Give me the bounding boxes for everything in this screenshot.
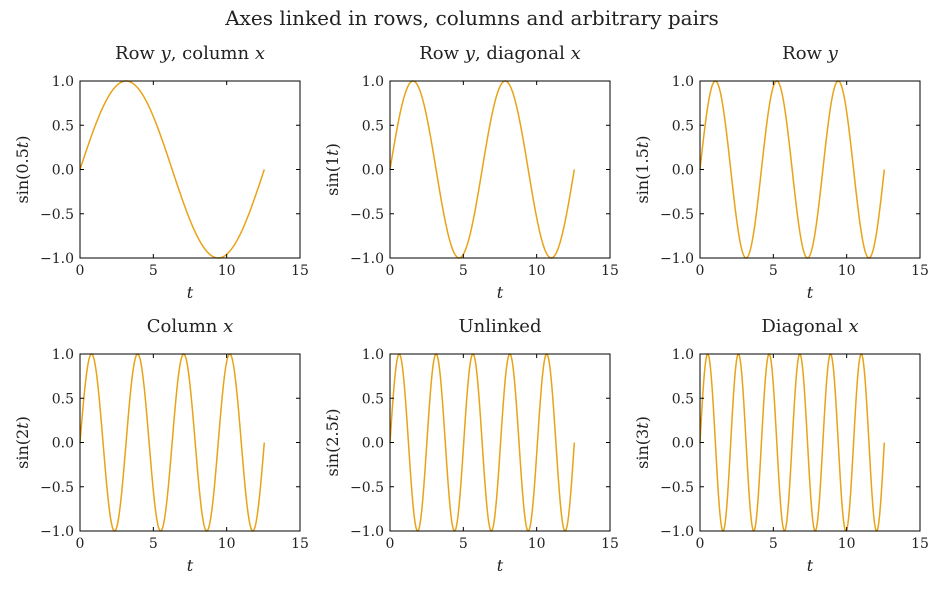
subplot-1: 0 5 10 15 −1.0 −0.5 0.0 0.5 1.0 Row y, column x t s…: [13, 43, 309, 302]
subplot-2: 0 5 10 15 −1.0 −0.5 0.0 0.5 1.0 Row y, diagonal x…: [323, 43, 619, 302]
y-tick-label: 0.0: [52, 436, 74, 452]
x-tick-label: 5: [149, 263, 158, 279]
y-tick-label: −1.0: [660, 251, 694, 267]
y-tick-label: 1.0: [52, 347, 74, 363]
y-tick-label: 1.0: [672, 347, 694, 363]
series-line: [389, 353, 576, 532]
series-line: [699, 353, 886, 532]
series-line: [79, 353, 266, 532]
x-tick-label: 15: [291, 536, 309, 552]
y-tick-label: −1.0: [40, 251, 74, 267]
y-tick-label: −0.5: [40, 480, 74, 496]
x-tick-label: 5: [769, 536, 778, 552]
x-axis-label: t: [497, 283, 504, 302]
x-tick-label: 5: [769, 263, 778, 279]
y-tick-label: 0.5: [672, 391, 694, 407]
y-tick-label: −1.0: [350, 251, 384, 267]
x-axis-label: t: [497, 556, 504, 575]
y-tick-label: −0.5: [350, 480, 384, 496]
subplot-title: Unlinked: [459, 316, 542, 337]
x-tick-label: 15: [601, 536, 619, 552]
y-tick-label: −0.5: [40, 207, 74, 223]
subplot-title: Row y: [782, 43, 839, 64]
x-tick-label: 10: [218, 536, 236, 552]
x-tick-label: 10: [838, 263, 856, 279]
series-line: [79, 80, 266, 259]
y-tick-label: 1.0: [672, 74, 694, 90]
x-tick-label: 15: [911, 263, 929, 279]
subplot-grid: 0 5 10 15 −1.0 −0.5 0.0 0.5 1.0 Row y, column x t s…: [13, 43, 929, 575]
x-tick-label: 0: [696, 536, 705, 552]
x-tick-label: 0: [76, 263, 85, 279]
subplot-4: 0 5 10 15 −1.0 −0.5 0.0 0.5 1.0 Column x t sin(2t): [13, 316, 309, 575]
y-tick-label: −0.5: [350, 207, 384, 223]
plot-frame: [79, 80, 301, 259]
x-axis-label: t: [187, 556, 194, 575]
subplot-3: 0 5 10 15 −1.0 −0.5 0.0 0.5 1.0 Row y t sin(1.5t): [633, 43, 929, 302]
plot-frame: [699, 80, 921, 259]
x-tick-label: 10: [838, 536, 856, 552]
y-tick-label: −1.0: [40, 524, 74, 540]
x-tick-label: 10: [528, 263, 546, 279]
y-tick-label: −0.5: [660, 480, 694, 496]
x-tick-label: 10: [218, 263, 236, 279]
x-axis-label: t: [187, 283, 194, 302]
y-tick-label: 0.5: [672, 118, 694, 134]
y-tick-label: 0.5: [52, 391, 74, 407]
y-axis-label: sin(1.5t): [633, 135, 652, 203]
y-axis-label: sin(2t): [13, 416, 32, 469]
y-tick-label: −1.0: [660, 524, 694, 540]
y-tick-label: 0.0: [672, 163, 694, 179]
x-tick-label: 10: [528, 536, 546, 552]
y-tick-label: 1.0: [362, 74, 384, 90]
x-tick-label: 15: [601, 263, 619, 279]
x-tick-label: 15: [911, 536, 929, 552]
y-tick-label: 0.0: [362, 163, 384, 179]
x-tick-label: 5: [149, 536, 158, 552]
x-tick-label: 5: [459, 263, 468, 279]
plot-frame: [699, 353, 921, 532]
y-tick-label: 0.0: [52, 163, 74, 179]
subplot-title: Row y, diagonal x: [419, 43, 580, 64]
subplot-title: Diagonal x: [761, 316, 858, 337]
series-line: [389, 80, 576, 259]
y-tick-label: 0.0: [362, 436, 384, 452]
y-tick-label: 1.0: [362, 347, 384, 363]
y-tick-label: −1.0: [350, 524, 384, 540]
y-tick-label: 0.0: [672, 436, 694, 452]
x-tick-label: 0: [386, 263, 395, 279]
y-tick-label: −0.5: [660, 207, 694, 223]
y-axis-label: sin(2.5t): [323, 408, 342, 476]
subplot-6: 0 5 10 15 −1.0 −0.5 0.0 0.5 1.0 Diagonal x t sin(3t…: [633, 316, 929, 575]
subplot-title: Column x: [147, 316, 234, 337]
x-tick-label: 0: [76, 536, 85, 552]
y-tick-label: 0.5: [362, 118, 384, 134]
plot-frame: [389, 80, 611, 259]
x-axis-label: t: [807, 283, 814, 302]
x-tick-label: 0: [696, 263, 705, 279]
subplot-5: 0 5 10 15 −1.0 −0.5 0.0 0.5 1.0 Unlinked t sin(2.5t…: [323, 316, 619, 575]
y-tick-label: 0.5: [52, 118, 74, 134]
y-axis-label: sin(1t): [323, 143, 342, 196]
figure-title: Axes linked in rows, columns and arbitra…: [224, 6, 719, 30]
x-tick-label: 0: [386, 536, 395, 552]
y-tick-label: 0.5: [362, 391, 384, 407]
y-axis-label: sin(0.5t): [13, 135, 32, 203]
y-tick-label: 1.0: [52, 74, 74, 90]
subplot-title: Row y, column x: [115, 43, 265, 64]
series-line: [699, 80, 886, 259]
x-tick-label: 15: [291, 263, 309, 279]
x-axis-label: t: [807, 556, 814, 575]
x-tick-label: 5: [459, 536, 468, 552]
y-axis-label: sin(3t): [633, 416, 652, 469]
